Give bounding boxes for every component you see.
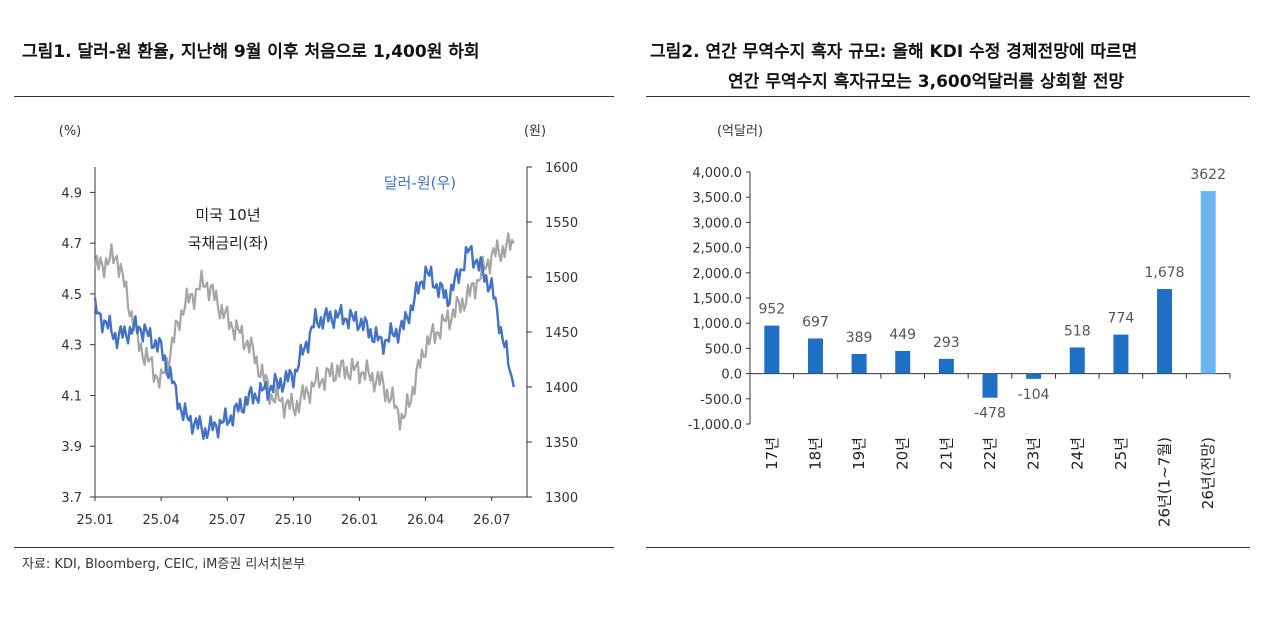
bar	[895, 350, 911, 374]
figure1-source: 자료: KDI, Bloomberg, CEIC, iM증권 리서치본부	[22, 557, 306, 572]
y-left-tick-label: 4.5	[61, 288, 82, 303]
bar	[938, 358, 954, 374]
y-right-tick-label: 1350	[545, 436, 578, 451]
x-category-label: 25년	[1112, 437, 1130, 470]
bar-value-label: 774	[1108, 311, 1135, 327]
bar	[1157, 289, 1173, 374]
y-left-tick-label: 4.9	[61, 186, 82, 201]
y-right-tick-label: 1500	[545, 271, 578, 286]
x-category-label: 17년	[763, 437, 781, 470]
y-right-tick-label: 1450	[545, 326, 578, 341]
usdkrw-line	[93, 244, 515, 440]
x-tick-label: 26.04	[407, 513, 444, 528]
x-tick-label: 25.01	[76, 513, 113, 528]
x-tick-label: 25.04	[143, 513, 180, 528]
bar	[1026, 373, 1042, 379]
y-right-unit: (원)	[524, 124, 546, 139]
figure1-bottom-rule	[14, 547, 614, 548]
y-unit: (억달러)	[717, 124, 763, 139]
bar	[982, 373, 998, 398]
figure2-chart: (억달러) 4,000.0 3,500.0 3,000.0 2,500.0 2,000.0…	[688, 124, 1231, 527]
x-tick-label: 25.10	[275, 513, 312, 528]
x-category-label: 26년(1~7월)	[1156, 437, 1174, 527]
y-tick-label: 0.0	[721, 368, 742, 383]
x-tick-label: 26.01	[341, 513, 378, 528]
y-left-tick-label: 3.7	[61, 491, 82, 506]
bar-value-label: -478	[974, 406, 1006, 422]
y-right-tick-label: 1600	[545, 161, 578, 176]
x-category-label: 22년	[981, 437, 999, 470]
x-category-label: 26년(전망)	[1199, 437, 1217, 509]
y-left-tick-label: 4.1	[61, 389, 82, 404]
x-category-label: 23년	[1025, 437, 1043, 470]
bar-value-label: 3622	[1190, 167, 1226, 183]
x-category-label: 18년	[806, 437, 824, 470]
usdkrw-annotation: 달러-원(우)	[384, 174, 456, 192]
bar	[807, 338, 823, 374]
treasury-yield-line	[93, 232, 515, 431]
y-tick-label: 1,000.0	[692, 317, 742, 332]
y-right-tick-label: 1300	[545, 491, 578, 506]
y-tick-label: 2,000.0	[692, 267, 742, 282]
y-right-tick-label: 1400	[545, 381, 578, 396]
x-category-label: 21년	[937, 437, 955, 470]
treasury-annotation-line2: 국채금리(좌)	[188, 234, 269, 252]
y-tick-label: -1,000.0	[688, 418, 742, 433]
y-tick-label: 4,000.0	[692, 166, 742, 181]
bar	[1069, 347, 1085, 374]
x-category-label: 24년	[1068, 437, 1086, 470]
treasury-annotation-line1: 미국 10년	[195, 206, 260, 224]
bar	[851, 353, 867, 374]
figure1-chart: (%) (원) 4.9 4.7 4.5 4.3 4.1 3.9 3.7 1600 1550 1500 1…	[59, 124, 578, 528]
bar	[764, 325, 780, 374]
x-tick-label: 26.07	[473, 513, 510, 528]
y-left-tick-label: 4.3	[61, 339, 82, 354]
x-category-label: 19년	[850, 437, 868, 470]
y-tick-label: -500.0	[700, 393, 742, 408]
y-tick-label: 2,500.0	[692, 242, 742, 257]
bar-value-label: 449	[889, 327, 916, 343]
y-tick-label: 1,500.0	[692, 292, 742, 307]
bar-value-label: -104	[1018, 387, 1050, 403]
x-tick-label: 25.07	[209, 513, 246, 528]
figure2-panel: 그림2. 연간 무역수지 흑자 규모: 올해 KDI 수정 경제전망에 따르면 …	[640, 0, 1280, 615]
y-left-tick-label: 3.9	[61, 440, 82, 455]
figure1-panel: 그림1. 달러-원 환율, 지난해 9월 이후 처음으로 1,400원 하회 (…	[0, 0, 630, 615]
y-tick-label: 3,000.0	[692, 216, 742, 231]
figure2-bottom-rule	[646, 547, 1250, 548]
bar	[1200, 191, 1216, 374]
figure1-top-rule	[14, 96, 614, 97]
x-category-label: 20년	[894, 437, 912, 470]
figure2-title-line1: 그림2. 연간 무역수지 흑자 규모: 올해 KDI 수정 경제전망에 따르면	[650, 42, 1138, 62]
bar-value-label: 952	[758, 302, 785, 318]
y-tick-label: 500.0	[705, 342, 742, 357]
figure2-top-rule	[646, 96, 1250, 97]
bar-value-label: 697	[802, 314, 829, 330]
bar-value-label: 1,678	[1144, 265, 1184, 281]
y-left-unit: (%)	[59, 124, 82, 139]
bar-value-label: 518	[1064, 323, 1091, 339]
bar	[1113, 334, 1129, 374]
bar-value-label: 389	[846, 330, 873, 346]
bar-value-label: 293	[933, 335, 960, 351]
y-right-tick-label: 1550	[545, 216, 578, 231]
y-left-tick-label: 4.7	[61, 237, 82, 252]
figure2-title-line2: 연간 무역수지 흑자규모는 3,600억달러를 상회할 전망	[728, 72, 1125, 92]
figure1-title: 그림1. 달러-원 환율, 지난해 9월 이후 처음으로 1,400원 하회	[22, 42, 480, 62]
y-tick-label: 3,500.0	[692, 191, 742, 206]
